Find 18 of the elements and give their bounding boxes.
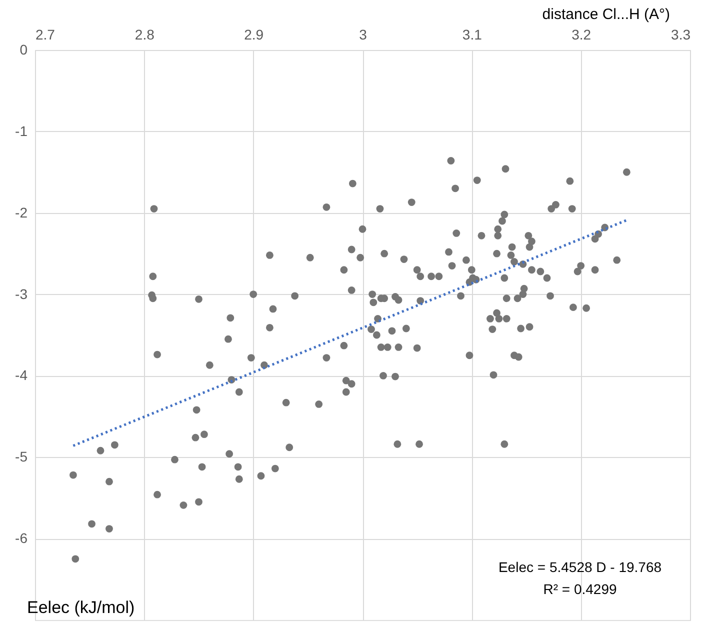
y-tick-label: -6 (15, 530, 28, 546)
x-tick-label: 3.1 (462, 26, 482, 42)
y-tick-label: -4 (15, 367, 28, 384)
x-tick-label: 3.3 (671, 26, 691, 42)
y-tick-label: 0 (20, 42, 28, 58)
x-tick-label: 2.8 (134, 26, 155, 42)
y-tick-label: -3 (15, 286, 28, 302)
annotation: Eelec = 5.4528 D - 19.768 (498, 559, 662, 575)
annotation: R² = 0.4299 (543, 581, 617, 597)
y-axis-title: Eelec (kJ/mol) (27, 598, 135, 617)
x-tick-label: 3 (359, 26, 368, 42)
x-tick-label: 2.9 (244, 26, 264, 42)
x-axis-title: distance Cl...H (A°) (542, 6, 670, 23)
y-tick-label: -1 (15, 122, 28, 139)
y-tick-label: -2 (15, 204, 28, 220)
y-tick-label: -5 (15, 448, 28, 465)
x-tick-label: 2.7 (36, 26, 56, 42)
x-tick-label: 3.2 (572, 26, 592, 42)
